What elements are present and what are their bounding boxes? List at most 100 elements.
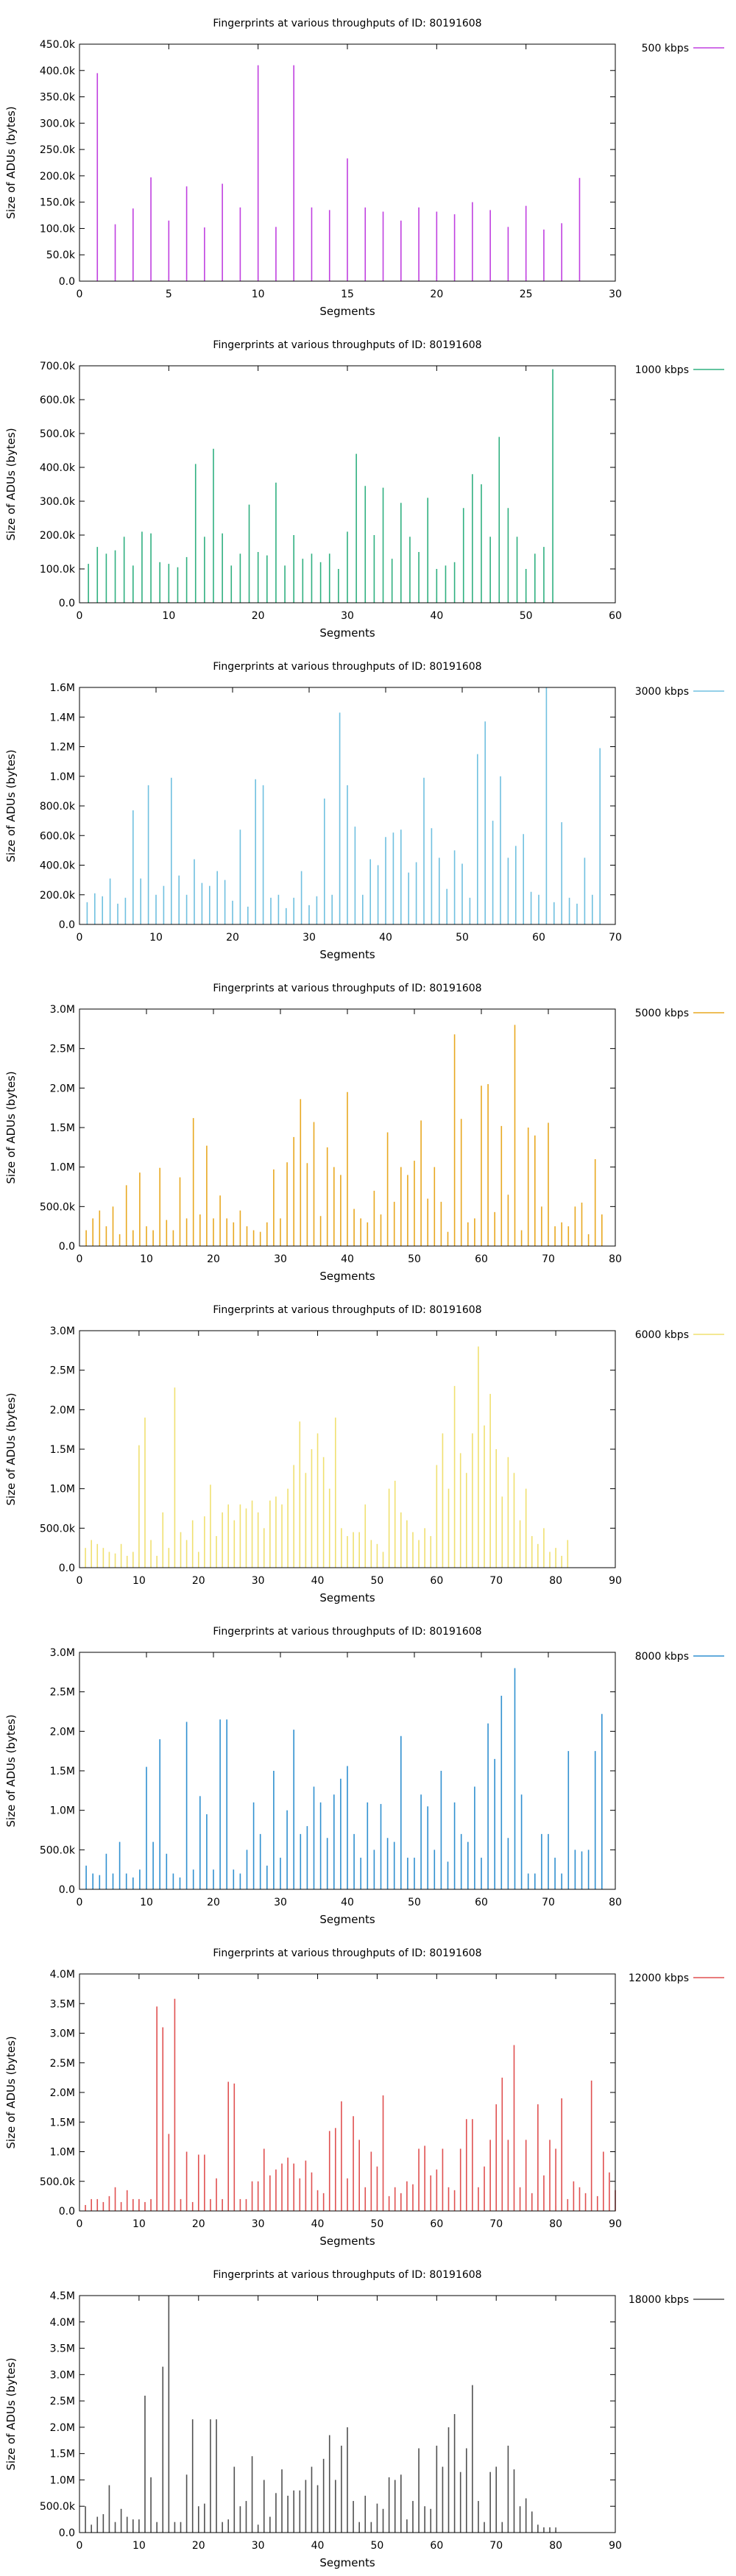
y-tick-label: 1.0M bbox=[50, 1484, 75, 1496]
series-1 bbox=[85, 1346, 569, 1568]
y-tick-label: 0.0 bbox=[59, 919, 75, 931]
x-tick-label: 40 bbox=[341, 1897, 354, 1908]
series-1 bbox=[85, 1025, 603, 1246]
legend-label: 18000 kbps bbox=[629, 2294, 689, 2306]
x-tick-label: 20 bbox=[192, 2540, 205, 2552]
x-tick-label: 40 bbox=[430, 610, 443, 622]
x-tick-label: 40 bbox=[341, 1253, 354, 1265]
x-tick-label: 30 bbox=[341, 610, 354, 622]
x-tick-label: 70 bbox=[609, 932, 622, 944]
y-tick-label: 0.0 bbox=[59, 2206, 75, 2218]
y-tick-label: 0.0 bbox=[59, 598, 75, 609]
y-tick-label: 50.0k bbox=[46, 250, 76, 261]
x-tick-label: 70 bbox=[489, 1575, 503, 1587]
chart-3: Fingerprints at various throughputs of I… bbox=[4, 661, 724, 961]
chart-7: Fingerprints at various throughputs of I… bbox=[4, 1947, 724, 2248]
series-1 bbox=[86, 687, 601, 924]
x-tick-label: 60 bbox=[430, 2540, 443, 2552]
y-axis-label: Size of ADUs (bytes) bbox=[4, 1393, 18, 1505]
y-tick-label: 2.0M bbox=[50, 1726, 75, 1738]
plot-border bbox=[79, 687, 616, 925]
x-tick-label: 80 bbox=[549, 1575, 562, 1587]
x-tick-label: 20 bbox=[252, 610, 265, 622]
y-tick-label: 2.0M bbox=[50, 2087, 75, 2099]
y-tick-label: 200.0k bbox=[40, 890, 76, 902]
x-tick-label: 10 bbox=[162, 610, 175, 622]
x-tick-label: 20 bbox=[192, 1575, 205, 1587]
chart-8: Fingerprints at various throughputs of I… bbox=[4, 2269, 724, 2569]
plot-border bbox=[79, 1973, 616, 2212]
x-tick-label: 50 bbox=[456, 932, 469, 944]
x-tick-label: 20 bbox=[207, 1897, 220, 1908]
chart-2: Fingerprints at various throughputs of I… bbox=[4, 339, 724, 640]
y-axis-label: Size of ADUs (bytes) bbox=[4, 1071, 18, 1183]
x-tick-label: 50 bbox=[371, 1575, 384, 1587]
legend-label: 3000 kbps bbox=[635, 686, 689, 698]
x-tick-label: 50 bbox=[520, 610, 533, 622]
x-tick-label: 60 bbox=[609, 610, 622, 622]
chart-6: Fingerprints at various throughputs of I… bbox=[4, 1626, 724, 1926]
x-axis-label: Segments bbox=[319, 2556, 375, 2569]
y-tick-label: 1.5M bbox=[50, 1766, 75, 1777]
y-tick-label: 400.0k bbox=[40, 860, 76, 872]
x-tick-label: 70 bbox=[489, 2218, 503, 2230]
y-tick-label: 700.0k bbox=[40, 361, 76, 372]
x-tick-label: 10 bbox=[140, 1897, 153, 1908]
chart-title: Fingerprints at various throughputs of I… bbox=[213, 1947, 481, 1959]
y-tick-label: 250.0k bbox=[40, 144, 76, 156]
x-tick-label: 60 bbox=[475, 1897, 488, 1908]
x-tick-label: 0 bbox=[77, 1897, 83, 1908]
y-tick-label: 500.0k bbox=[40, 1844, 76, 1856]
legend-label: 500 kbps bbox=[642, 43, 689, 54]
x-tick-label: 70 bbox=[489, 2540, 503, 2552]
x-tick-label: 15 bbox=[341, 289, 354, 300]
x-tick-label: 60 bbox=[430, 2218, 443, 2230]
x-tick-label: 20 bbox=[430, 289, 443, 300]
y-tick-label: 450.0k bbox=[40, 39, 76, 51]
y-tick-label: 1.6M bbox=[50, 682, 75, 694]
series-1 bbox=[85, 1998, 616, 2211]
x-tick-label: 40 bbox=[311, 1575, 325, 1587]
y-tick-label: 3.0M bbox=[50, 1647, 75, 1659]
y-axis-label: Size of ADUs (bytes) bbox=[4, 2357, 18, 2470]
y-tick-label: 100.0k bbox=[40, 223, 76, 235]
chart-title: Fingerprints at various throughputs of I… bbox=[213, 983, 481, 994]
x-tick-label: 10 bbox=[140, 1253, 153, 1265]
plot-border bbox=[79, 2295, 616, 2533]
y-tick-label: 200.0k bbox=[40, 530, 76, 542]
x-tick-label: 60 bbox=[430, 1575, 443, 1587]
y-tick-label: 1.5M bbox=[50, 2449, 75, 2460]
y-tick-label: 500.0k bbox=[40, 1201, 76, 1213]
x-tick-label: 40 bbox=[379, 932, 392, 944]
x-tick-label: 60 bbox=[532, 932, 545, 944]
y-tick-label: 100.0k bbox=[40, 564, 76, 576]
x-tick-label: 50 bbox=[408, 1253, 421, 1265]
x-tick-label: 70 bbox=[542, 1253, 555, 1265]
chart-title: Fingerprints at various throughputs of I… bbox=[213, 1304, 481, 1316]
y-tick-label: 1.0M bbox=[50, 2147, 75, 2159]
plot-border bbox=[79, 1652, 616, 1890]
x-tick-label: 0 bbox=[77, 2218, 83, 2230]
x-axis-label: Segments bbox=[319, 1270, 375, 1283]
x-tick-label: 90 bbox=[609, 2540, 622, 2552]
y-tick-label: 1.5M bbox=[50, 1122, 75, 1134]
x-axis-label: Segments bbox=[319, 948, 375, 961]
y-tick-label: 500.0k bbox=[40, 2501, 76, 2513]
y-tick-label: 500.0k bbox=[40, 428, 76, 440]
x-tick-label: 0 bbox=[77, 932, 83, 944]
y-tick-label: 2.5M bbox=[50, 1687, 75, 1699]
x-tick-label: 30 bbox=[252, 2218, 265, 2230]
x-tick-label: 30 bbox=[609, 289, 622, 300]
y-tick-label: 2.0M bbox=[50, 1083, 75, 1094]
x-tick-label: 30 bbox=[252, 2540, 265, 2552]
y-tick-label: 4.5M bbox=[50, 2290, 75, 2302]
y-tick-label: 3.5M bbox=[50, 1998, 75, 2010]
y-axis-label: Size of ADUs (bytes) bbox=[4, 106, 18, 219]
x-axis-label: Segments bbox=[319, 1591, 375, 1604]
x-tick-label: 0 bbox=[77, 289, 83, 300]
plot-border bbox=[79, 365, 616, 604]
y-axis-label: Size of ADUs (bytes) bbox=[4, 428, 18, 540]
y-tick-label: 4.0M bbox=[50, 1969, 75, 1981]
y-tick-label: 0.0 bbox=[59, 1563, 75, 1574]
